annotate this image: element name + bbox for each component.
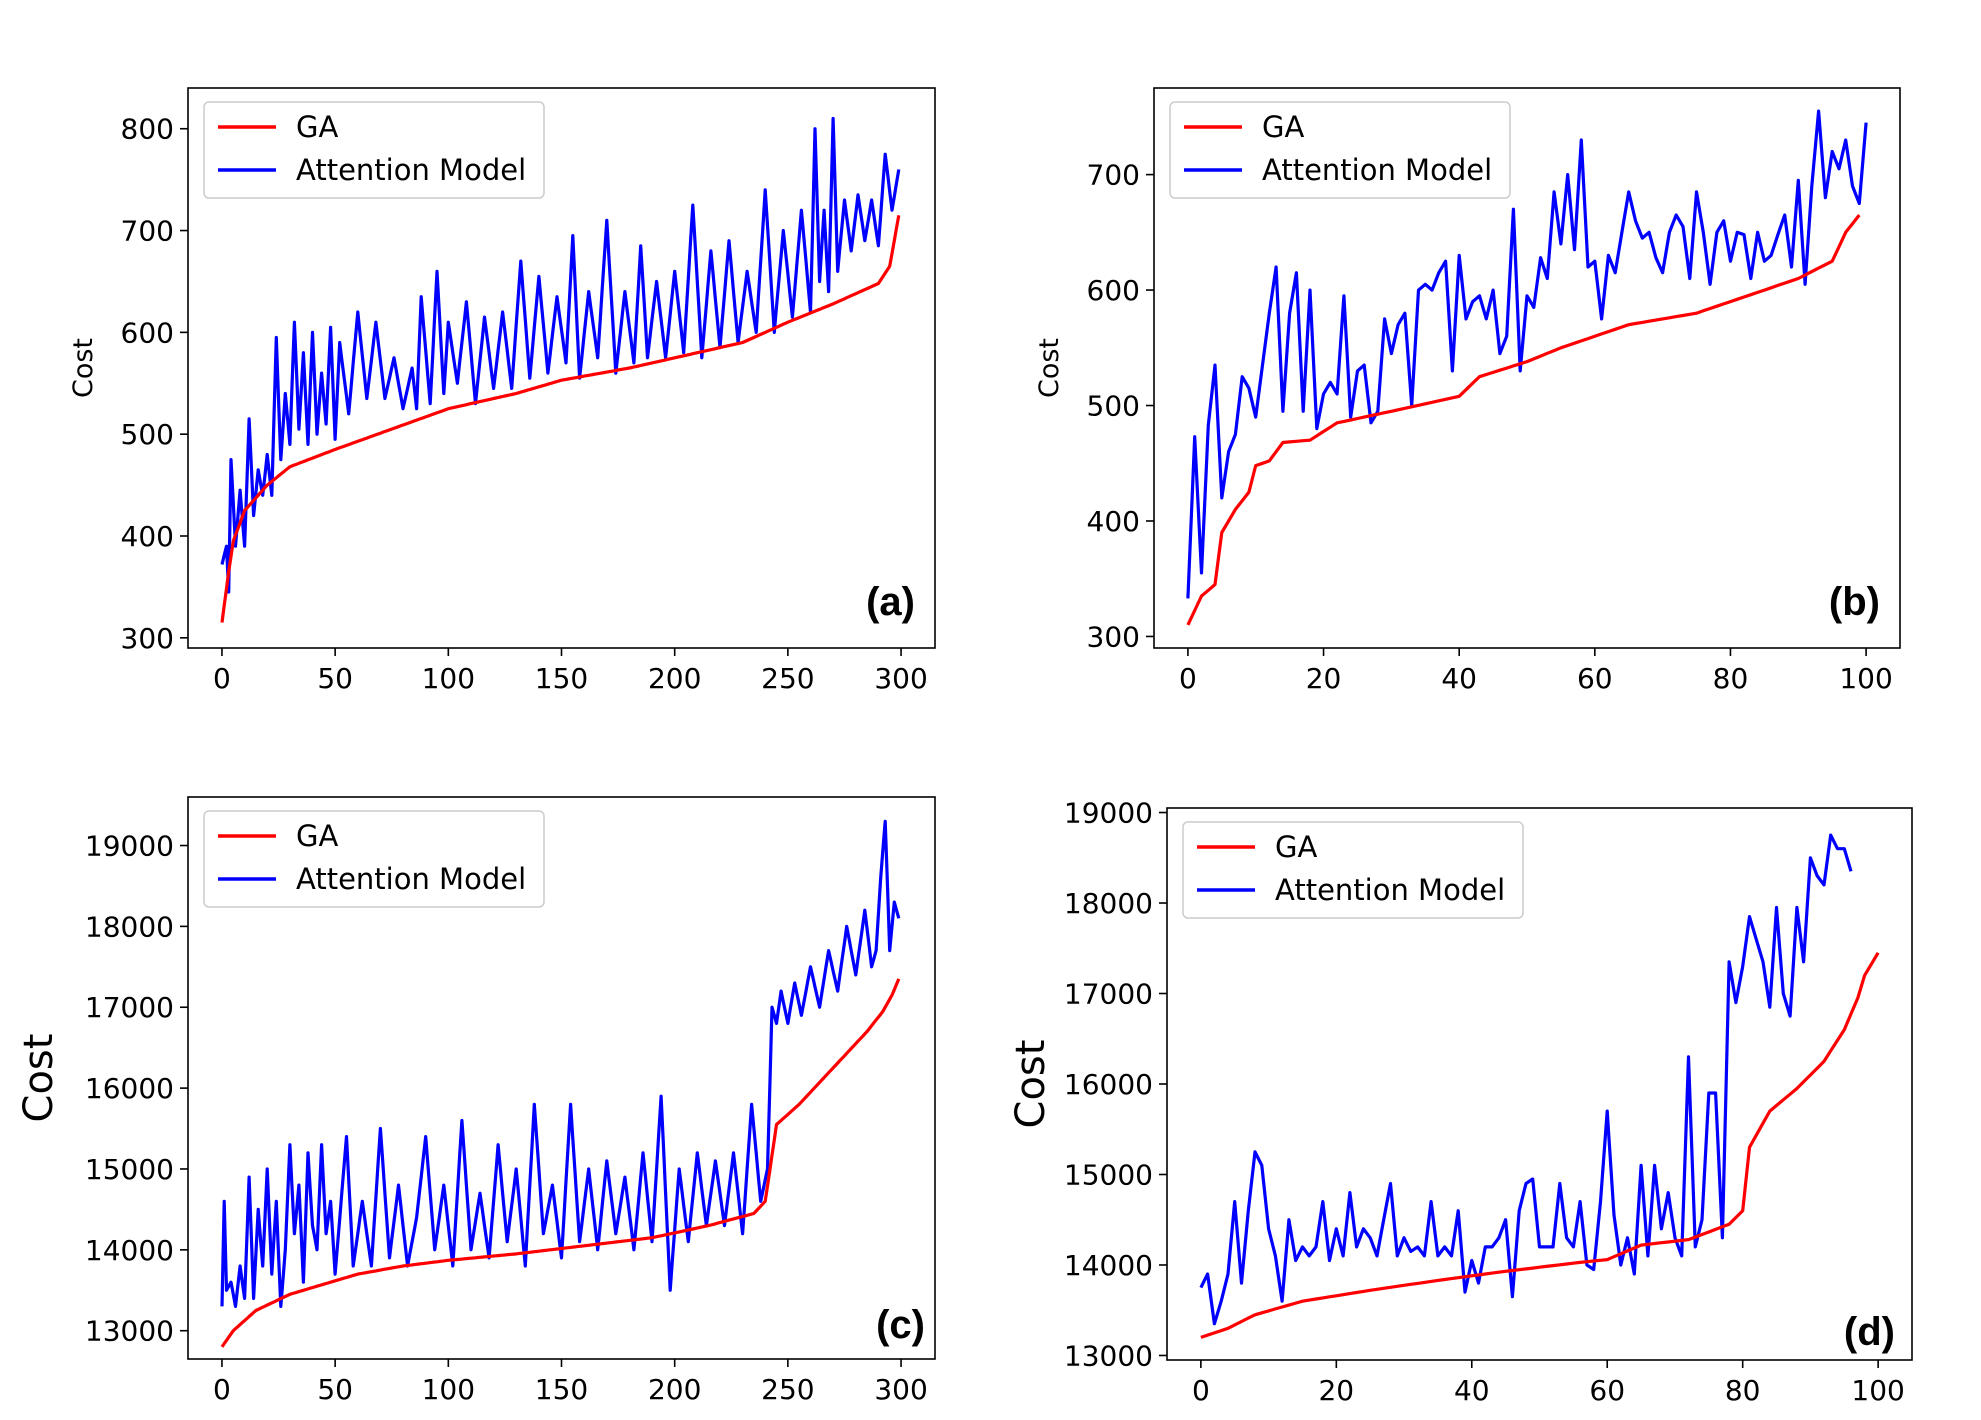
- y-axis-label: Cost: [68, 338, 99, 398]
- legend-box: [203, 101, 545, 199]
- x-tick-label: 150: [535, 662, 588, 695]
- legend-entry: Attention Model: [1275, 873, 1505, 907]
- y-tick-label: 400: [1087, 505, 1140, 538]
- series-line-ga: [1200, 951, 1880, 1339]
- legend: GA Attention Model: [203, 101, 545, 199]
- y-tick-label: 300: [1087, 620, 1140, 653]
- chart-panel-a: 0 50 100 150 200 250 300 300 400 500 600 700 800 Cos…: [68, 87, 936, 695]
- axes: 0 20 40 60 80 100 13000 14000 15000 16000 17000 180…: [1064, 797, 1913, 1407]
- x-tick-label: 0: [213, 1373, 231, 1406]
- x-tick-label: 40: [1441, 662, 1477, 695]
- chart-panel-b: 0 20 40 60 80 100 300 400 500 600 700 Cost (b) GA A…: [1034, 87, 1901, 695]
- y-tick-label: 19000: [1064, 797, 1153, 830]
- x-tick-label: 50: [317, 662, 353, 695]
- y-tick-label: 800: [121, 113, 174, 146]
- series-line-attention-model: [1199, 833, 1853, 1326]
- legend-entry: Attention Model: [296, 862, 526, 896]
- axes: 0 50 100 150 200 250 300 300 400 500 600 700 800: [121, 87, 936, 695]
- legend: GA Attention Model: [1182, 821, 1524, 919]
- legend-entry: GA: [1262, 110, 1304, 144]
- x-tick-label: 200: [648, 1373, 701, 1406]
- y-tick-label: 18000: [1064, 887, 1153, 920]
- plot-area: [1199, 833, 1880, 1339]
- y-tick-label: 500: [1087, 390, 1140, 423]
- x-tick-label: 300: [874, 662, 927, 695]
- x-tick-label: 100: [1851, 1374, 1904, 1407]
- x-tick-label: 20: [1306, 662, 1342, 695]
- x-tick-label: 200: [648, 662, 701, 695]
- y-tick-label: 19000: [85, 830, 174, 863]
- y-tick-label: 14000: [1064, 1249, 1153, 1282]
- y-axis-label: Cost: [16, 1034, 62, 1123]
- chart-panel-d: 0 20 40 60 80 100 13000 14000 15000 16000 17000 180…: [1008, 797, 1913, 1407]
- axes: 0 20 40 60 80 100 300 400 500 600 700: [1087, 87, 1901, 695]
- panel-label: (a): [866, 580, 915, 624]
- x-tick-label: 100: [422, 1373, 475, 1406]
- legend-entry: GA: [1275, 830, 1317, 864]
- x-tick-label: 60: [1589, 1374, 1625, 1407]
- x-tick-label: 0: [1192, 1374, 1210, 1407]
- legend-entry: GA: [296, 819, 338, 853]
- x-tick-label: 50: [317, 1373, 353, 1406]
- x-tick-label: 250: [761, 1373, 814, 1406]
- y-tick-label: 18000: [85, 910, 174, 943]
- plot-area: [220, 819, 901, 1348]
- y-tick-label: 16000: [1064, 1068, 1153, 1101]
- y-tick-label: 13000: [1064, 1339, 1153, 1372]
- x-tick-label: 0: [213, 662, 231, 695]
- y-tick-label: 400: [121, 520, 174, 553]
- y-tick-label: 16000: [85, 1072, 174, 1105]
- x-tick-label: 80: [1725, 1374, 1761, 1407]
- axes: 0 50 100 150 200 250 300 13000 14000 15000 16000 17…: [85, 796, 936, 1406]
- x-tick-label: 60: [1577, 662, 1613, 695]
- panel-label: (b): [1829, 580, 1880, 624]
- y-tick-label: 300: [121, 622, 174, 655]
- x-tick-label: 20: [1318, 1374, 1354, 1407]
- legend: GA Attention Model: [203, 810, 545, 908]
- x-tick-label: 80: [1713, 662, 1749, 695]
- y-tick-label: 500: [121, 418, 174, 451]
- y-tick-label: 14000: [85, 1234, 174, 1267]
- y-tick-label: 600: [121, 316, 174, 349]
- axes-frame: [1153, 87, 1901, 649]
- y-tick-label: 15000: [1064, 1158, 1153, 1191]
- y-tick-label: 600: [1087, 274, 1140, 307]
- y-axis-label: Cost: [1008, 1040, 1054, 1129]
- legend-entry: GA: [296, 110, 338, 144]
- panel-label: (d): [1844, 1310, 1895, 1354]
- x-tick-label: 300: [874, 1373, 927, 1406]
- x-tick-label: 40: [1454, 1374, 1490, 1407]
- series-line-ga: [220, 978, 901, 1348]
- y-tick-label: 700: [121, 215, 174, 248]
- series-line-ga: [1186, 214, 1861, 626]
- legend-box: [1169, 101, 1511, 199]
- legend-box: [1182, 821, 1524, 919]
- plot-area: [220, 116, 901, 623]
- x-tick-label: 250: [761, 662, 814, 695]
- x-tick-label: 100: [422, 662, 475, 695]
- legend-entry: Attention Model: [296, 153, 526, 187]
- y-tick-label: 17000: [85, 991, 174, 1024]
- y-tick-label: 13000: [85, 1315, 174, 1348]
- panel-label: (c): [876, 1303, 925, 1347]
- legend: GA Attention Model: [1169, 101, 1511, 199]
- y-tick-label: 700: [1087, 159, 1140, 192]
- y-tick-label: 15000: [85, 1153, 174, 1186]
- series-line-attention-model: [1186, 109, 1868, 599]
- legend-entry: Attention Model: [1262, 153, 1492, 187]
- series-line-ga: [220, 215, 901, 623]
- plot-area: [1186, 109, 1868, 626]
- y-tick-label: 17000: [1064, 978, 1153, 1011]
- chart-panel-c: 0 50 100 150 200 250 300 13000 14000 15000 16000 17…: [16, 796, 936, 1406]
- series-line-attention-model: [220, 116, 901, 594]
- x-tick-label: 150: [535, 1373, 588, 1406]
- x-tick-label: 0: [1179, 662, 1197, 695]
- x-tick-label: 100: [1839, 662, 1892, 695]
- y-axis-label: Cost: [1034, 338, 1065, 398]
- legend-box: [203, 810, 545, 908]
